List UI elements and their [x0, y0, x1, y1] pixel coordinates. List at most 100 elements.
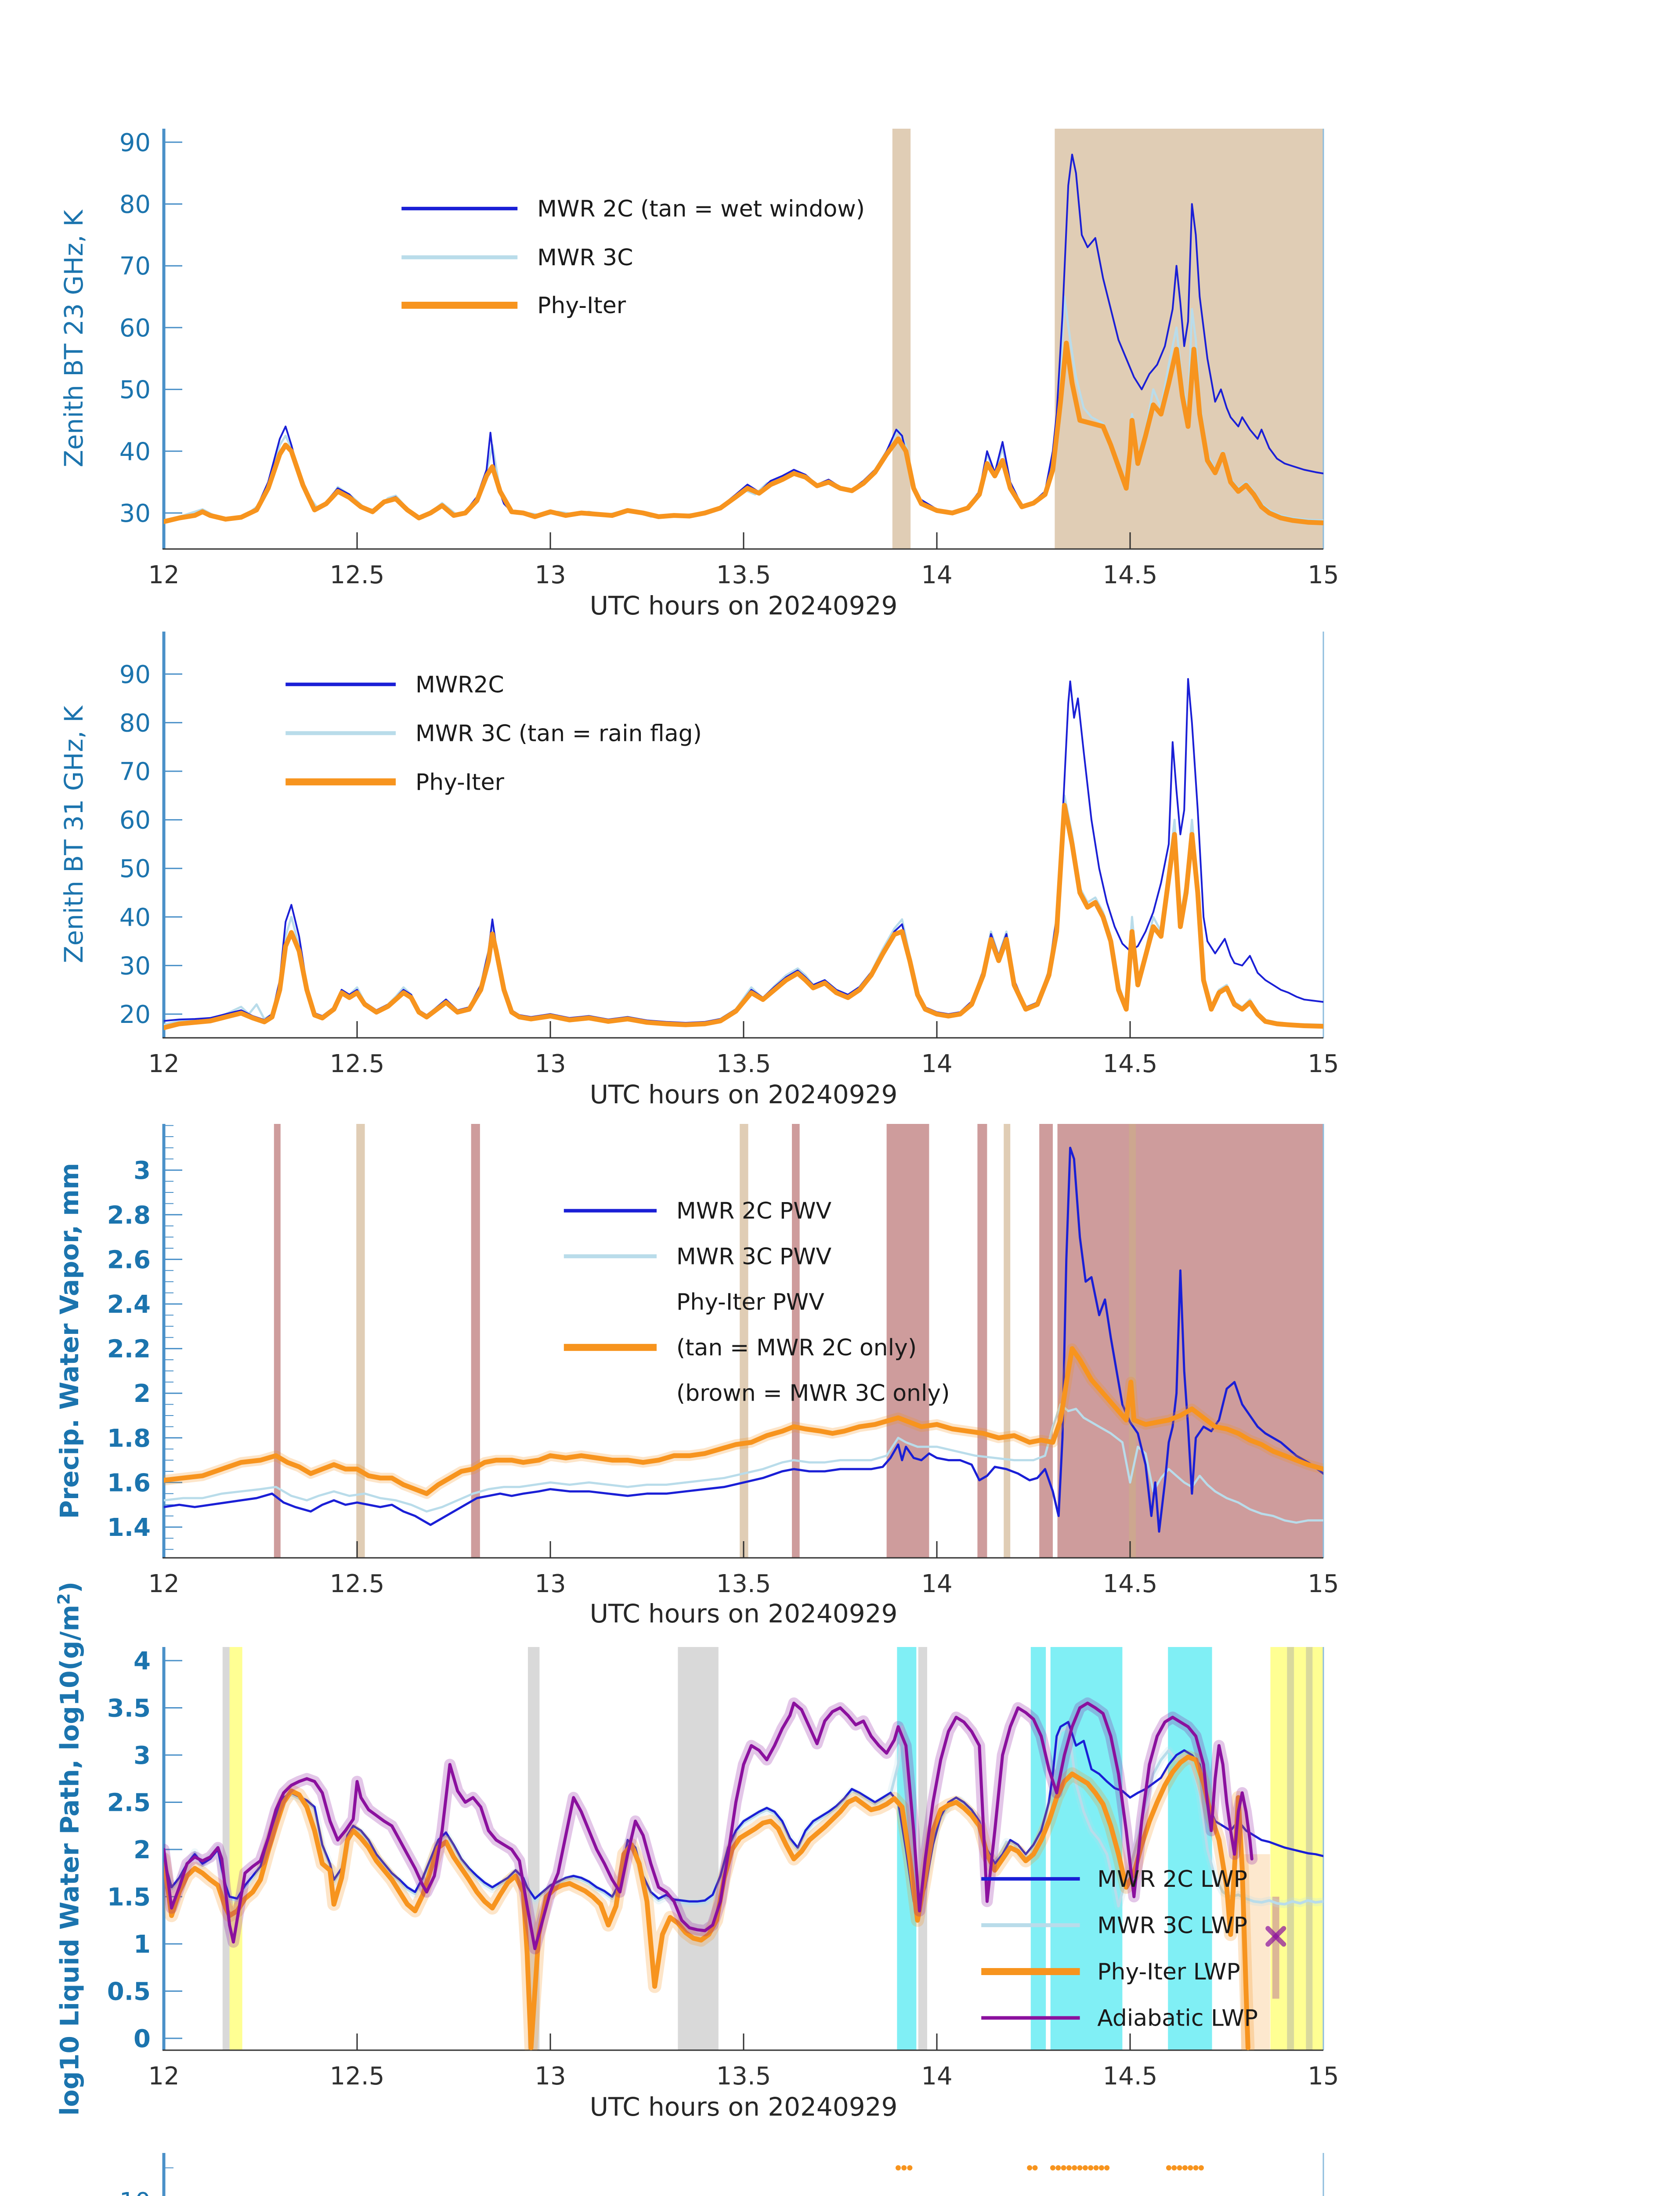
dq-flag-dot: [1072, 2165, 1077, 2171]
x-tick-label: 12: [148, 1570, 179, 1598]
x-tick-label: 13.5: [716, 1050, 771, 1078]
y-tick-label: 50: [119, 855, 151, 883]
dq-flag-dot: [1061, 2165, 1066, 2171]
y-tick-label: 2.8: [107, 1201, 151, 1230]
x-tick-label: 14: [921, 561, 952, 589]
dq-flag-dot: [1182, 2165, 1188, 2171]
y-tick-label: 1.6: [107, 1469, 151, 1497]
legend-label: MWR 3C (tan = rain flag): [415, 720, 702, 747]
y-axis-label-bt31: Zenith BT 31 GHz, K: [59, 705, 89, 964]
x-tick-label: 14: [921, 2062, 952, 2091]
y-axis-label-bt23: Zenith BT 23 GHz, K: [59, 209, 89, 468]
y-tick-label: 2: [134, 1380, 151, 1408]
x-marker-icon: [1265, 1926, 1286, 1947]
x-tick-label: 13: [535, 1050, 566, 1078]
y-tick-label: 1.5: [107, 1883, 151, 1912]
x-tick-label: 15: [1308, 2062, 1339, 2091]
flag-band-gray: [222, 1647, 230, 2050]
series-phy-iter: [164, 802, 1323, 1030]
y-tick-label: 40: [119, 903, 151, 932]
flag-band-tan: [892, 129, 911, 549]
dq-flag-dot: [1166, 2165, 1171, 2171]
dq-flag-dot: [1098, 2165, 1104, 2171]
legend-label: Adiabatic LWP: [1097, 2005, 1258, 2032]
y-tick-label: 20: [119, 1000, 151, 1029]
flag-band-gray: [1306, 1647, 1313, 2050]
dq-flag-dot: [1032, 2165, 1038, 2171]
y-tick-label: 0.5: [107, 1978, 151, 2006]
legend-label: MWR 3C: [537, 245, 633, 271]
series-mwr-2c-pwv: [164, 1146, 1323, 1533]
y-tick-label: 10: [119, 2188, 151, 2196]
flag-band-brown: [977, 1124, 987, 1558]
y-tick-label: 60: [119, 314, 151, 343]
flag-band-brown: [274, 1124, 281, 1558]
x-tick-label: 13: [535, 1570, 566, 1598]
x-tick-label: 15: [1308, 1050, 1339, 1078]
x-tick-label: 12.5: [330, 2062, 385, 2091]
y-tick-label: 30: [119, 499, 151, 528]
x-tick-label: 14.5: [1103, 561, 1158, 589]
series-adiabatic-lwp: [164, 1701, 1254, 1950]
y-tick-label: 80: [119, 709, 151, 737]
flag-band-tan: [356, 1124, 365, 1558]
y-axis-label-lwp: log10 Liquid Water Path, log10(g/m2): [54, 1582, 84, 2116]
y-tick-label: 40: [119, 437, 151, 466]
x-tick-label: 14: [921, 1050, 952, 1078]
dq-flag-dot: [1171, 2165, 1177, 2171]
flag-band-brown: [1057, 1124, 1323, 1558]
series-mwr-3c-pwv: [164, 1403, 1323, 1524]
flag-band-yellow: [229, 1647, 242, 2050]
legend-label: Phy-Iter PWV: [676, 1289, 824, 1315]
x-tick-label: 12.5: [330, 1570, 385, 1598]
y-tick-label: 3: [134, 1156, 151, 1185]
dq-flag-dot: [1104, 2165, 1110, 2171]
flag-band-tan: [1129, 1124, 1136, 1558]
chart-bt31: 20 30 40 50 60 70 80 90 12 12.5 13 13.5 14 14.5 15 MWR2…: [119, 632, 1339, 1078]
y-tick-label: 3.5: [107, 1694, 151, 1723]
x-tick-label: 13.5: [716, 561, 771, 589]
flag-band-tan: [1004, 1124, 1011, 1558]
x-tick-label: 12: [148, 2062, 179, 2091]
legend-label: Phy-Iter: [537, 293, 626, 319]
legend-label: Phy-Iter: [415, 769, 505, 795]
series-phy-iter: [164, 340, 1323, 525]
x-tick-label: 12: [148, 561, 179, 589]
y-tick-label: 3: [134, 1741, 151, 1770]
y-tick-label: 80: [119, 191, 151, 219]
dq-flag-dot: [1088, 2165, 1094, 2171]
x-tick-label: 12.5: [330, 561, 385, 589]
flag-band-brown: [471, 1124, 480, 1558]
legend-label: (brown = MWR 3C only): [676, 1380, 950, 1407]
y-tick-label: 90: [119, 129, 151, 157]
x-tick-label: 14.5: [1103, 2062, 1158, 2091]
dq-flag-dot: [896, 2165, 901, 2171]
legend-bt31: MWR2C MWR 3C (tan = rain flag) Phy-Iter: [285, 672, 702, 795]
flag-band-cyan: [1168, 1647, 1212, 2050]
legend-label: Phy-Iter LWP: [1097, 1959, 1240, 1985]
series-phy-iter-lwp: [164, 1754, 1250, 2050]
flag-band-tan: [740, 1124, 748, 1558]
y-tick-label: 30: [119, 952, 151, 980]
x-tick-label: 14.5: [1103, 1570, 1158, 1598]
dq-flag-dot: [1077, 2165, 1083, 2171]
dq-flag-dot: [1027, 2165, 1033, 2171]
legend-label: MWR 3C LWP: [1097, 1912, 1247, 1939]
y-tick-label: 2.2: [107, 1335, 151, 1364]
x-axis-label-1: UTC hours on 20240929: [589, 591, 898, 621]
legend-label: MWR 2C LWP: [1097, 1866, 1247, 1893]
legend-lwp: MWR 2C LWP MWR 3C LWP Phy-Iter LWP Adiabati…: [981, 1866, 1258, 2032]
y-tick-label: 2.6: [107, 1246, 151, 1274]
x-tick-label: 14.5: [1103, 1050, 1158, 1078]
y-tick-label: 1: [134, 1930, 151, 1959]
x-tick-label: 15: [1308, 561, 1339, 589]
dq-flag-dot: [1055, 2165, 1061, 2171]
y-tick-label: 0: [134, 2025, 151, 2053]
y-tick-label: 70: [119, 252, 151, 281]
y-tick-label: 1.8: [107, 1424, 151, 1453]
y-tick-label: 2.5: [107, 1789, 151, 1817]
lwp-label-close: ): [54, 1581, 85, 1593]
dq-flag-dot: [1093, 2165, 1099, 2171]
x-tick-label: 13.5: [716, 2062, 771, 2091]
